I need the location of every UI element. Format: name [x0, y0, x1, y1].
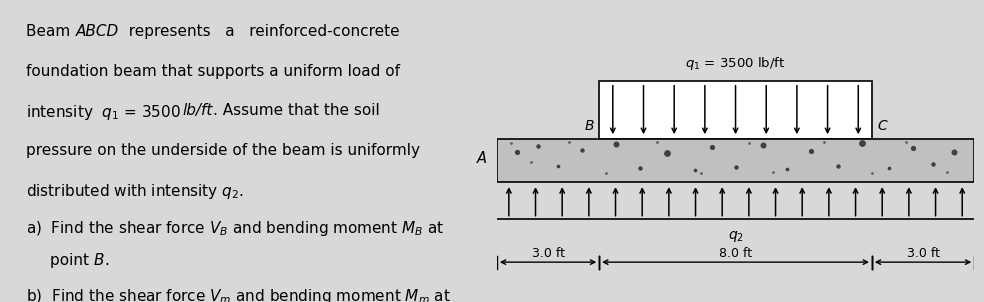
Text: . Assume that the soil: . Assume that the soil — [213, 103, 380, 118]
Text: .: . — [104, 252, 109, 268]
Text: ABCD: ABCD — [76, 24, 119, 39]
Text: foundation beam that supports a uniform load of: foundation beam that supports a uniform … — [27, 64, 400, 79]
Bar — [599, 81, 872, 139]
Text: represents   a   reinforced-concrete: represents a reinforced-concrete — [119, 24, 400, 39]
Text: Beam: Beam — [27, 24, 76, 39]
Text: 3.0 ft: 3.0 ft — [906, 247, 940, 260]
Text: 3.0 ft: 3.0 ft — [531, 247, 565, 260]
Text: distributed with intensity $q_2$.: distributed with intensity $q_2$. — [27, 182, 244, 201]
Text: lb/ft: lb/ft — [182, 103, 213, 118]
Text: C: C — [877, 120, 887, 133]
Text: A: A — [476, 151, 487, 166]
Text: point: point — [50, 252, 93, 268]
Bar — [497, 139, 974, 182]
Text: 8.0 ft: 8.0 ft — [719, 247, 752, 260]
Text: $q_1$ = 3500 lb/ft: $q_1$ = 3500 lb/ft — [686, 55, 785, 72]
Text: intensity  $q_1$ = 3500: intensity $q_1$ = 3500 — [27, 103, 182, 122]
Text: B: B — [584, 120, 594, 133]
Text: b)  Find the shear force $V_m$ and bending moment $M_m$ at: b) Find the shear force $V_m$ and bendin… — [27, 287, 451, 302]
Text: pressure on the underside of the beam is uniformly: pressure on the underside of the beam is… — [27, 143, 420, 158]
Text: B: B — [93, 252, 104, 268]
Text: $q_2$: $q_2$ — [727, 229, 744, 244]
Text: a)  Find the shear force $V_B$ and bending moment $M_B$ at: a) Find the shear force $V_B$ and bendin… — [27, 219, 445, 238]
